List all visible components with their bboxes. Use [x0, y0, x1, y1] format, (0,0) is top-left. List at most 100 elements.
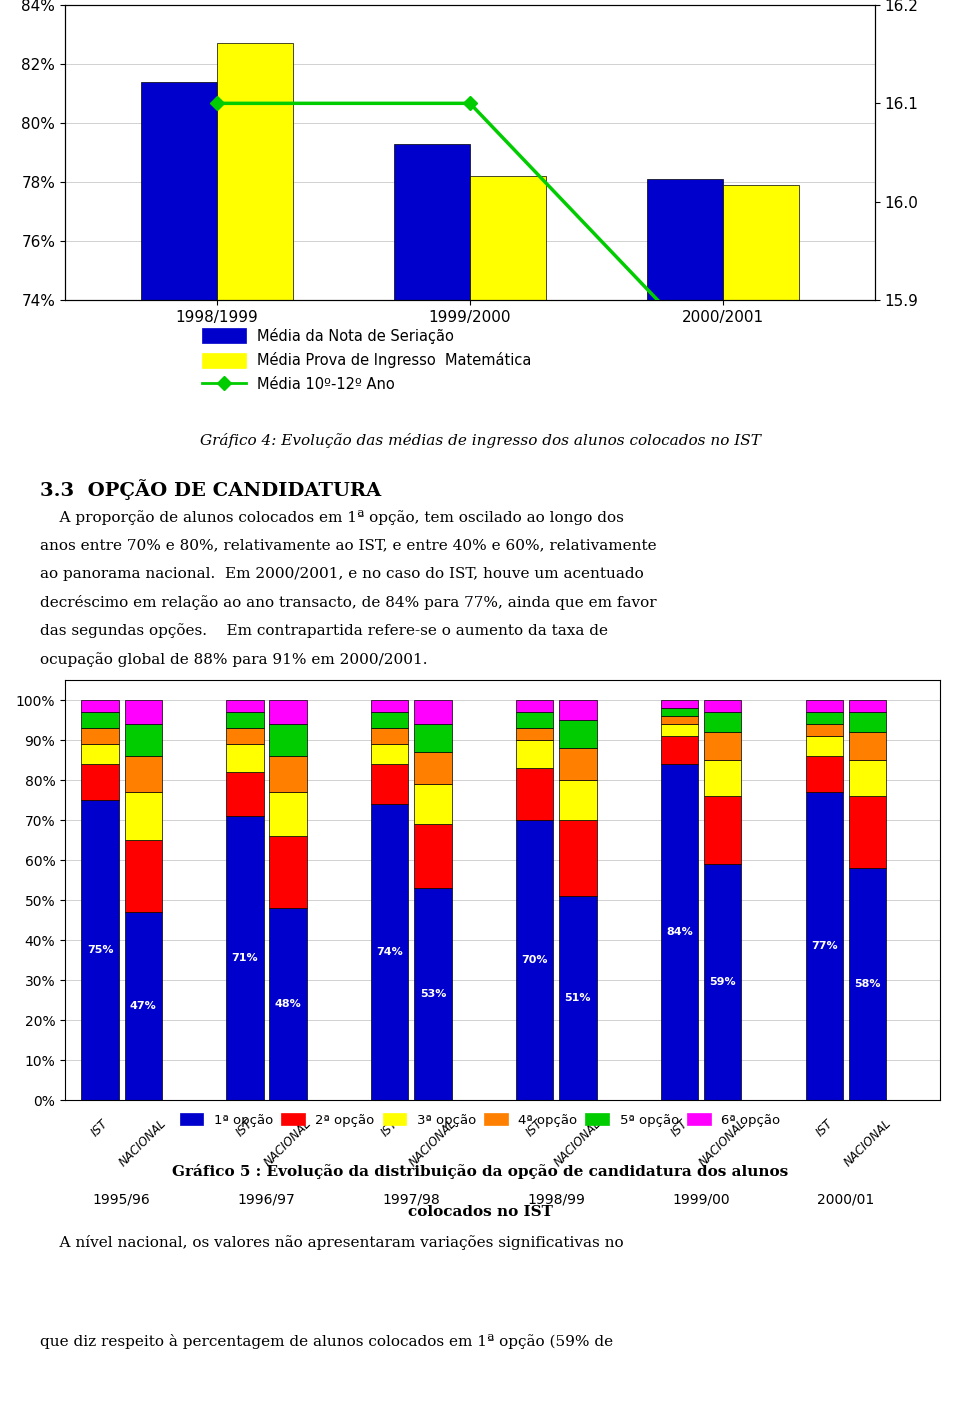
- Text: colocados no IST: colocados no IST: [408, 1205, 552, 1219]
- Bar: [415, 700, 452, 724]
- Text: decréscimo em relação ao ano transacto, de 84% para 77%, ainda que em favor: decréscimo em relação ao ano transacto, …: [40, 595, 657, 610]
- Bar: [805, 700, 843, 712]
- Text: 3.3  OPÇÃO DE CANDIDATURA: 3.3 OPÇÃO DE CANDIDATURA: [40, 480, 381, 501]
- Bar: [849, 712, 886, 732]
- Text: 59%: 59%: [709, 978, 736, 988]
- Bar: [415, 724, 452, 752]
- Bar: [372, 805, 408, 1100]
- Bar: [559, 700, 596, 719]
- Bar: [372, 763, 408, 805]
- Bar: [660, 736, 698, 763]
- Bar: [516, 739, 553, 768]
- Bar: [559, 820, 596, 895]
- Bar: [805, 712, 843, 724]
- Bar: [704, 700, 741, 712]
- Bar: [270, 792, 307, 836]
- Bar: [559, 748, 596, 780]
- Bar: [660, 700, 698, 708]
- Bar: [372, 728, 408, 744]
- Bar: [227, 772, 264, 816]
- Bar: [125, 756, 162, 792]
- Bar: [849, 868, 886, 1100]
- Bar: [82, 700, 119, 712]
- Text: anos entre 70% e 80%, relativamente ao IST, e entre 40% e 60%, relativamente: anos entre 70% e 80%, relativamente ao I…: [40, 538, 657, 552]
- Text: IST: IST: [234, 1117, 256, 1139]
- Text: 58%: 58%: [854, 979, 881, 989]
- Bar: [805, 792, 843, 1100]
- Bar: [82, 763, 119, 800]
- Text: IST: IST: [668, 1117, 690, 1139]
- Text: 77%: 77%: [811, 941, 838, 951]
- Bar: [82, 712, 119, 728]
- Bar: [660, 717, 698, 724]
- Text: 1997/98: 1997/98: [382, 1192, 441, 1206]
- Text: 1995/96: 1995/96: [93, 1192, 151, 1206]
- Text: A proporção de alunos colocados em 1ª opção, tem oscilado ao longo dos: A proporção de alunos colocados em 1ª op…: [40, 509, 624, 525]
- Bar: [470, 176, 546, 1419]
- Bar: [82, 800, 119, 1100]
- Bar: [559, 895, 596, 1100]
- Bar: [704, 761, 741, 796]
- Bar: [125, 700, 162, 724]
- Bar: [516, 768, 553, 820]
- Legend: 1ª opção, 2ª opção, 3ª opção, 4ª opção, 5ª opção, 6ª opção: 1ª opção, 2ª opção, 3ª opção, 4ª opção, …: [180, 1114, 780, 1127]
- Text: A nível nacional, os valores não apresentaram variações significativas no: A nível nacional, os valores não apresen…: [40, 1235, 624, 1250]
- Text: das segundas opções.    Em contrapartida refere-se o aumento da taxa de: das segundas opções. Em contrapartida re…: [40, 623, 608, 639]
- Bar: [227, 816, 264, 1100]
- Bar: [125, 792, 162, 840]
- Text: 1996/97: 1996/97: [238, 1192, 296, 1206]
- Text: NACIONAL: NACIONAL: [552, 1117, 604, 1169]
- Bar: [270, 908, 307, 1100]
- Text: 2000/01: 2000/01: [817, 1192, 875, 1206]
- Bar: [415, 888, 452, 1100]
- Bar: [227, 728, 264, 744]
- Bar: [270, 724, 307, 756]
- Text: IST: IST: [379, 1117, 400, 1139]
- Bar: [516, 728, 553, 739]
- Bar: [660, 708, 698, 717]
- Bar: [227, 700, 264, 712]
- Text: NACIONAL: NACIONAL: [841, 1117, 894, 1169]
- Text: 71%: 71%: [231, 954, 258, 964]
- Text: NACIONAL: NACIONAL: [407, 1117, 459, 1169]
- Bar: [372, 744, 408, 763]
- Bar: [217, 44, 293, 1419]
- Bar: [394, 143, 470, 1419]
- Bar: [849, 761, 886, 796]
- Text: ocupação global de 88% para 91% em 2000/2001.: ocupação global de 88% para 91% em 2000/…: [40, 651, 427, 667]
- Text: 75%: 75%: [86, 945, 113, 955]
- Bar: [805, 736, 843, 756]
- Bar: [516, 700, 553, 712]
- Bar: [660, 724, 698, 736]
- Bar: [805, 724, 843, 736]
- Bar: [704, 712, 741, 732]
- Text: 47%: 47%: [130, 1000, 156, 1010]
- Text: NACIONAL: NACIONAL: [262, 1117, 314, 1169]
- Bar: [82, 744, 119, 763]
- Text: 1998/99: 1998/99: [527, 1192, 586, 1206]
- Text: 51%: 51%: [564, 993, 591, 1003]
- Text: NACIONAL: NACIONAL: [117, 1117, 169, 1169]
- Bar: [516, 712, 553, 728]
- Bar: [647, 179, 723, 1419]
- Text: 53%: 53%: [420, 989, 446, 999]
- Text: 74%: 74%: [376, 946, 403, 956]
- Text: 48%: 48%: [275, 999, 301, 1009]
- Bar: [270, 836, 307, 908]
- Bar: [227, 712, 264, 728]
- Bar: [559, 780, 596, 820]
- Bar: [82, 728, 119, 744]
- Text: 1999/00: 1999/00: [672, 1192, 730, 1206]
- Text: IST: IST: [813, 1117, 835, 1139]
- Text: 70%: 70%: [521, 955, 548, 965]
- Legend: Média da Nota de Seriação, Média Prova de Ingresso  Matemática, Média 10º-12º An: Média da Nota de Seriação, Média Prova d…: [202, 328, 532, 393]
- Bar: [849, 732, 886, 761]
- Bar: [516, 820, 553, 1100]
- Bar: [415, 752, 452, 785]
- Bar: [270, 700, 307, 724]
- Text: ao panorama nacional.  Em 2000/2001, e no caso do IST, houve um acentuado: ao panorama nacional. Em 2000/2001, e no…: [40, 566, 644, 580]
- Bar: [270, 756, 307, 792]
- Text: Gráfico 5 : Evolução da distribuição da opção de candidatura dos alunos: Gráfico 5 : Evolução da distribuição da …: [172, 1164, 788, 1179]
- Bar: [849, 796, 886, 868]
- Bar: [849, 700, 886, 712]
